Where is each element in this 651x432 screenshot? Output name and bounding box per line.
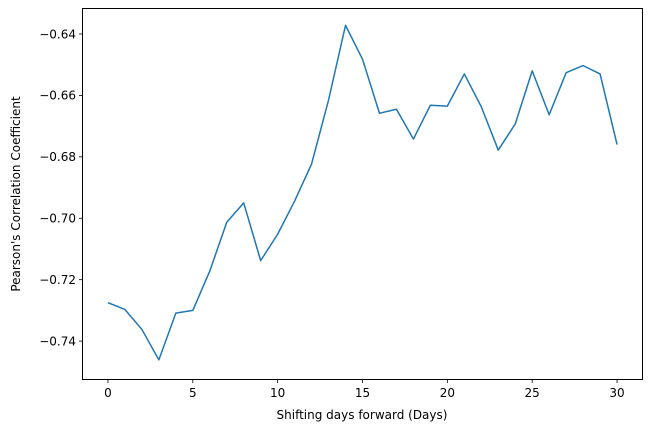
y-axis-ticks: −0.74 −0.72 −0.70 −0.68 −0.66 −0.64	[39, 27, 83, 348]
x-tick-label: 20	[440, 386, 455, 400]
y-tick-label: −0.68	[39, 150, 76, 164]
plot-area	[107, 24, 618, 361]
x-tick-label: 15	[355, 386, 370, 400]
x-tick-label: 30	[609, 386, 624, 400]
x-tick-label: 25	[525, 386, 540, 400]
y-tick-label: −0.70	[39, 212, 76, 226]
y-axis-label: Pearson's Correlation Coefficient	[9, 96, 23, 292]
series-line-0	[107, 24, 618, 361]
x-tick-label: 10	[270, 386, 285, 400]
y-tick-label: −0.74	[39, 334, 76, 348]
x-axis-label: Shifting days forward (Days)	[277, 408, 448, 422]
y-tick-label: −0.72	[39, 273, 76, 287]
y-tick-label: −0.64	[39, 27, 76, 41]
x-axis-ticks: 0 5 10 15 20 25 30	[104, 379, 625, 400]
axes-frame	[82, 8, 643, 380]
x-tick-label: 0	[104, 386, 112, 400]
x-tick-label: 5	[189, 386, 197, 400]
y-tick-label: −0.66	[39, 89, 76, 103]
